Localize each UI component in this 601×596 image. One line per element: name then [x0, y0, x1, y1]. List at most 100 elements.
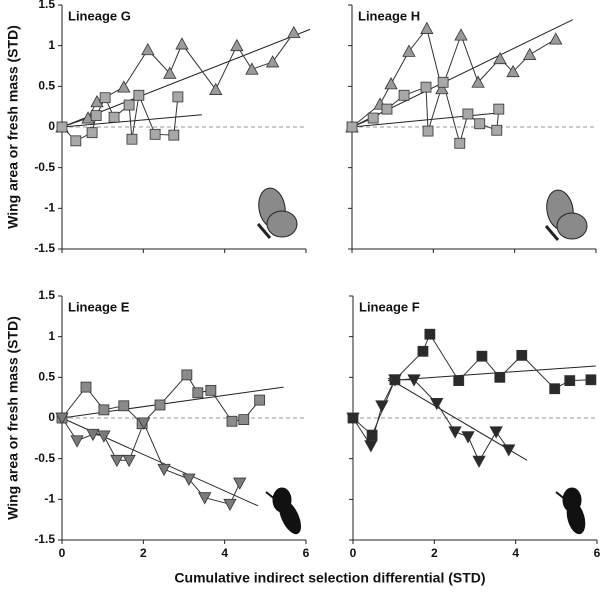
triangle-marker [122, 454, 136, 468]
square-marker [181, 369, 193, 381]
panel-title: Lineage H [358, 8, 420, 23]
triangle-marker [230, 38, 244, 52]
x-tick-label: 6 [594, 546, 601, 560]
triangle-marker [388, 374, 402, 387]
fit-line [387, 365, 596, 382]
square-marker [126, 133, 138, 145]
fit-line [61, 386, 284, 419]
triangle-marker [245, 62, 259, 75]
square-marker [462, 108, 474, 120]
triangle-marker [182, 473, 196, 486]
square-marker [493, 103, 505, 115]
y-tick-label: 1 [48, 329, 55, 343]
triangle-marker [402, 44, 416, 57]
y-tick-label: 1 [48, 38, 55, 52]
panel-title: Lineage F [359, 299, 420, 314]
square-marker [367, 112, 379, 124]
square-marker [346, 121, 358, 133]
square-marker [168, 129, 180, 141]
y-tick-label: 1.5 [38, 288, 55, 302]
triangle-marker [454, 28, 468, 41]
triangle-marker [157, 463, 171, 477]
triangle-marker [502, 444, 516, 457]
square-marker [398, 89, 410, 101]
square-marker [238, 414, 250, 426]
triangle-marker [163, 66, 177, 79]
y-axis-label: Wing area or fresh mass (STD) [5, 25, 21, 229]
square-marker [123, 99, 135, 111]
triangle-marker [364, 440, 378, 453]
triangle-marker [523, 47, 537, 61]
triangle-marker [489, 426, 503, 439]
y-axis-label: Wing area or fresh mass (STD) [5, 316, 21, 520]
triangle-marker [110, 454, 124, 468]
square-marker [205, 384, 217, 396]
triangle-marker [137, 417, 151, 430]
square-marker [99, 92, 111, 104]
triangle-marker [493, 51, 507, 65]
triangle-marker [472, 455, 486, 468]
triangle-marker [209, 82, 223, 95]
triangle-marker [70, 435, 84, 448]
fit-line [61, 28, 311, 128]
square-marker [516, 349, 528, 361]
square-marker [133, 89, 145, 101]
panel-title: Lineage G [68, 8, 131, 23]
square-marker [564, 375, 576, 386]
panel-title: Lineage E [68, 299, 130, 314]
square-marker [90, 110, 102, 122]
triangle-marker [265, 55, 280, 68]
triangle-marker [384, 77, 398, 90]
y-tick-label: 1.5 [38, 0, 55, 11]
triangle-marker [506, 64, 520, 78]
square-marker [118, 400, 130, 412]
triangle-marker [420, 21, 434, 34]
triangle-marker [461, 431, 475, 444]
triangle-marker [435, 81, 449, 95]
triangle-marker [55, 412, 69, 425]
y-tick-label: -1.5 [34, 532, 55, 546]
triangle-marker [448, 426, 462, 439]
square-marker [154, 399, 166, 411]
triangle-marker [375, 400, 389, 413]
triangle-marker [233, 477, 247, 490]
square-marker [254, 394, 266, 406]
fit-line [61, 114, 202, 128]
x-tick-label: 0 [59, 546, 66, 560]
square-marker [437, 76, 449, 88]
triangle-marker [198, 492, 212, 505]
square-marker [417, 345, 429, 357]
square-marker [366, 429, 378, 441]
square-marker [381, 103, 393, 115]
triangle-marker [430, 397, 444, 411]
x-axis-label: Cumulative indirect selection differenti… [174, 570, 485, 586]
square-marker [172, 91, 184, 103]
square-marker [70, 135, 82, 147]
square-marker [491, 124, 503, 136]
triangle-marker [86, 428, 100, 442]
x-tick-label: 2 [140, 546, 147, 560]
square-marker [226, 415, 238, 427]
triangle-marker [141, 42, 155, 56]
y-tick-label: -1.5 [34, 241, 55, 255]
square-marker [56, 121, 68, 133]
square-marker [585, 374, 597, 386]
triangle-marker [346, 412, 360, 425]
square-marker [476, 350, 488, 362]
x-tick-label: 2 [431, 546, 438, 560]
triangle-marker [97, 430, 111, 443]
square-marker [453, 375, 465, 386]
x-tick-label: 0 [350, 546, 357, 560]
triangle-marker [287, 25, 301, 39]
triangle-marker [175, 37, 189, 50]
butterfly-icon [256, 187, 298, 239]
triangle-marker [117, 80, 131, 93]
butterfly-icon [544, 189, 588, 241]
moth-icon [555, 487, 586, 535]
square-marker [98, 404, 110, 416]
x-tick-label: 6 [303, 546, 310, 560]
x-tick-label: 4 [221, 546, 228, 560]
square-marker [454, 137, 466, 149]
square-marker [86, 127, 98, 139]
